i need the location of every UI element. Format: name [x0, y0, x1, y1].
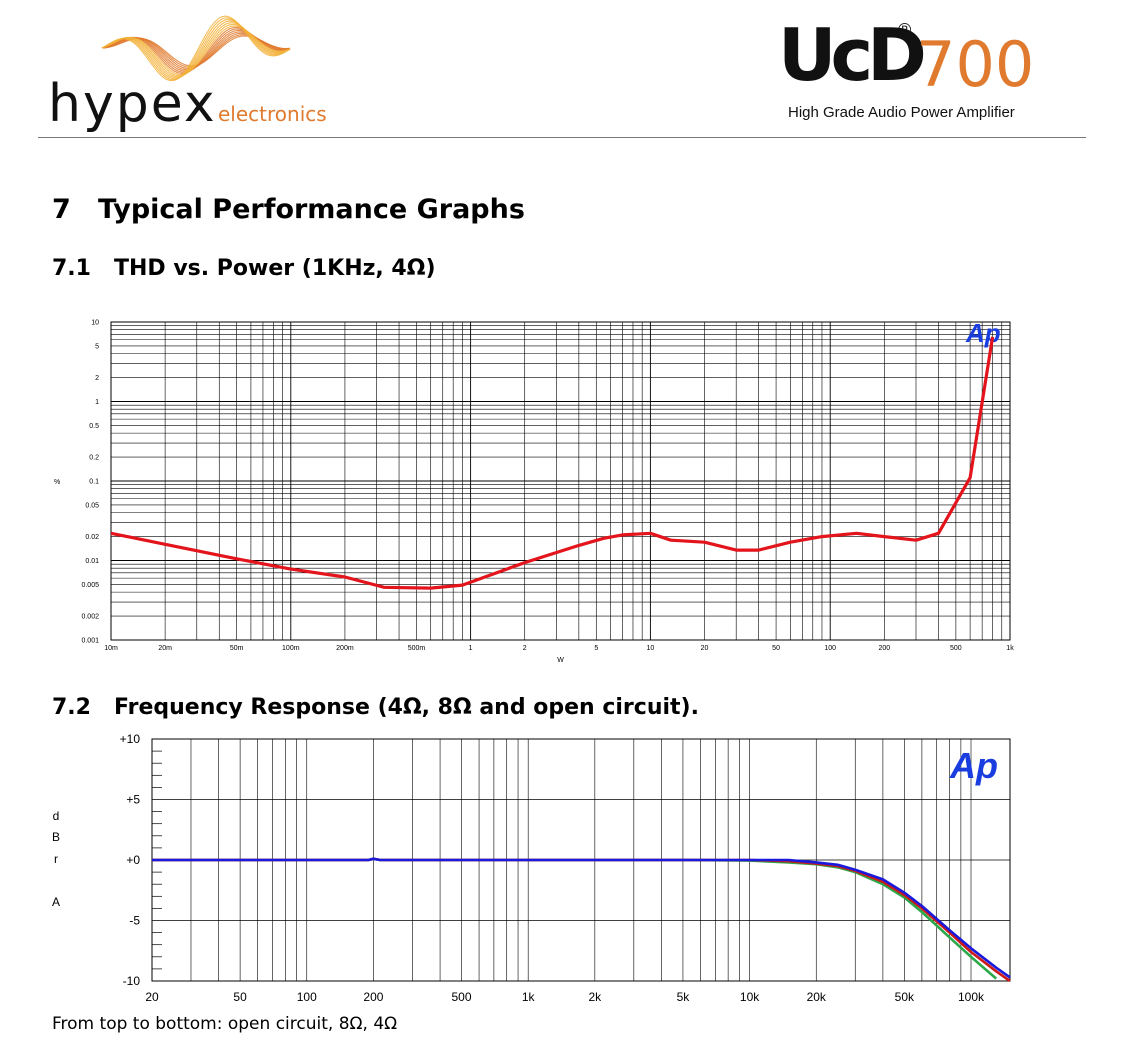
x-tick-label: 50m [230, 645, 244, 652]
subsection-number: 7.2 [52, 695, 91, 720]
section-heading: 7 Typical Performance Graphs [52, 194, 525, 225]
y-tick-label: -5 [129, 914, 140, 928]
product-tagline: High Grade Audio Power Amplifier [788, 104, 1015, 121]
x-tick-label: 5k [677, 990, 691, 1004]
y-tick-label: 0.002 [81, 614, 99, 621]
document-header: hypex electronics UcD ® 700 High Grade A… [0, 0, 1123, 140]
hypex-logo: hypex electronics [40, 4, 360, 136]
wave-line [101, 19, 291, 80]
wave-line [101, 20, 291, 79]
y-tick-label: 0.2 [89, 455, 99, 462]
x-tick-label: 500 [452, 990, 472, 1004]
x-tick-label: 50 [233, 990, 247, 1004]
y-tick-label: 0.001 [81, 638, 99, 645]
y-tick-label: 10 [91, 320, 99, 327]
x-axis-label: W [557, 657, 564, 664]
x-tick-label: 10k [740, 990, 760, 1004]
subsection-number: 7.1 [52, 256, 91, 281]
y-tick-label: 0.005 [81, 582, 99, 589]
y-tick-label: +0 [126, 853, 140, 867]
plot-frame [110, 321, 1011, 641]
y-tick-label: 0.1 [89, 479, 99, 486]
subsection-title: THD vs. Power (1KHz, 4Ω) [114, 256, 436, 281]
registered-mark: ® [898, 20, 911, 40]
y-axis-label-letter: B [52, 830, 60, 844]
x-tick-label: 10 [647, 645, 655, 652]
x-tick-label: 20m [158, 645, 172, 652]
y-axis-label-letter: d [53, 809, 60, 823]
thd-vs-power-chart: 10 5 2 1 0.5 0.2 0.1 0.05 0.02 0.01 0.005 0.002 0.00… [54, 318, 1014, 664]
ap-logo: Ap [965, 318, 1001, 348]
x-tick-label: 200m [336, 645, 354, 652]
ucd-wordmark: UcD [778, 14, 923, 97]
y-tick-label: 5 [95, 343, 99, 350]
wave-line [101, 22, 291, 78]
x-tick-label: 1k [1006, 645, 1014, 652]
ucd700-logo: UcD ® 700 High Grade Audio Power Amplifi… [770, 13, 1090, 129]
y-tick-label: +5 [126, 793, 140, 807]
wave-line [101, 15, 291, 82]
x-tick-label: 100 [297, 990, 317, 1004]
x-tick-label: 1 [469, 645, 473, 652]
header-divider [38, 137, 1086, 138]
subsection-heading-frequency: 7.2 Frequency Response (4Ω, 8Ω and open c… [52, 695, 699, 720]
chart-caption: From top to bottom: open circuit, 8Ω, 4Ω [52, 1014, 398, 1034]
section-title: Typical Performance Graphs [98, 194, 525, 225]
x-tick-label: 50k [895, 990, 915, 1004]
x-tick-label: 50 [772, 645, 780, 652]
y-tick-label: 0.5 [89, 423, 99, 430]
y-tick-label: 1 [95, 399, 99, 406]
wave-line [101, 17, 291, 81]
x-tick-label: 2k [588, 990, 602, 1004]
x-tick-label: 500 [950, 645, 962, 652]
y-tick-label: 0.02 [85, 534, 99, 541]
subsection-heading-thd: 7.1 THD vs. Power (1KHz, 4Ω) [52, 256, 436, 281]
ap-logo: Ap [949, 745, 998, 786]
freq-series-line [152, 857, 1011, 983]
y-tick-label: 0.05 [85, 502, 99, 509]
y-tick-label: -10 [123, 974, 141, 988]
section-number: 7 [52, 194, 71, 225]
x-tick-label: 500m [408, 645, 426, 652]
thd-series-line [110, 336, 995, 590]
x-tick-label: 5 [594, 645, 598, 652]
x-tick-label: 100k [958, 990, 985, 1004]
y-axis-label: % [54, 479, 60, 486]
y-axis-label-letter: r [54, 852, 58, 866]
frequency-response-chart: +10 +5 +0 -5 -10 20 50 100 200 500 1k 2k 5k 10k 20k 50k… [52, 732, 1011, 1004]
x-tick-label: 200 [363, 990, 383, 1004]
freq-series-line [152, 857, 1011, 979]
y-tick-label: 0.01 [85, 558, 99, 565]
thd-grid [110, 322, 1010, 641]
hypex-electronics-label: electronics [218, 102, 327, 126]
x-tick-label: 10m [104, 645, 118, 652]
x-tick-label: 20 [145, 990, 159, 1004]
subsection-title: Frequency Response (4Ω, 8Ω and open circ… [114, 695, 699, 720]
y-tick-label: 2 [95, 375, 99, 382]
wave-line [101, 27, 291, 75]
x-tick-label: 20k [807, 990, 827, 1004]
x-tick-label: 100 [824, 645, 836, 652]
model-number: 700 [916, 28, 1034, 101]
x-tick-label: 20 [701, 645, 709, 652]
hypex-wave-icon [101, 15, 291, 82]
x-tick-label: 2 [523, 645, 527, 652]
x-tick-label: 100m [282, 645, 300, 652]
y-tick-label: +10 [120, 732, 141, 746]
x-tick-label: 200 [878, 645, 890, 652]
x-tick-label: 1k [522, 990, 536, 1004]
y-axis-label-letter: A [52, 895, 60, 909]
hypex-wordmark: hypex [48, 74, 217, 134]
